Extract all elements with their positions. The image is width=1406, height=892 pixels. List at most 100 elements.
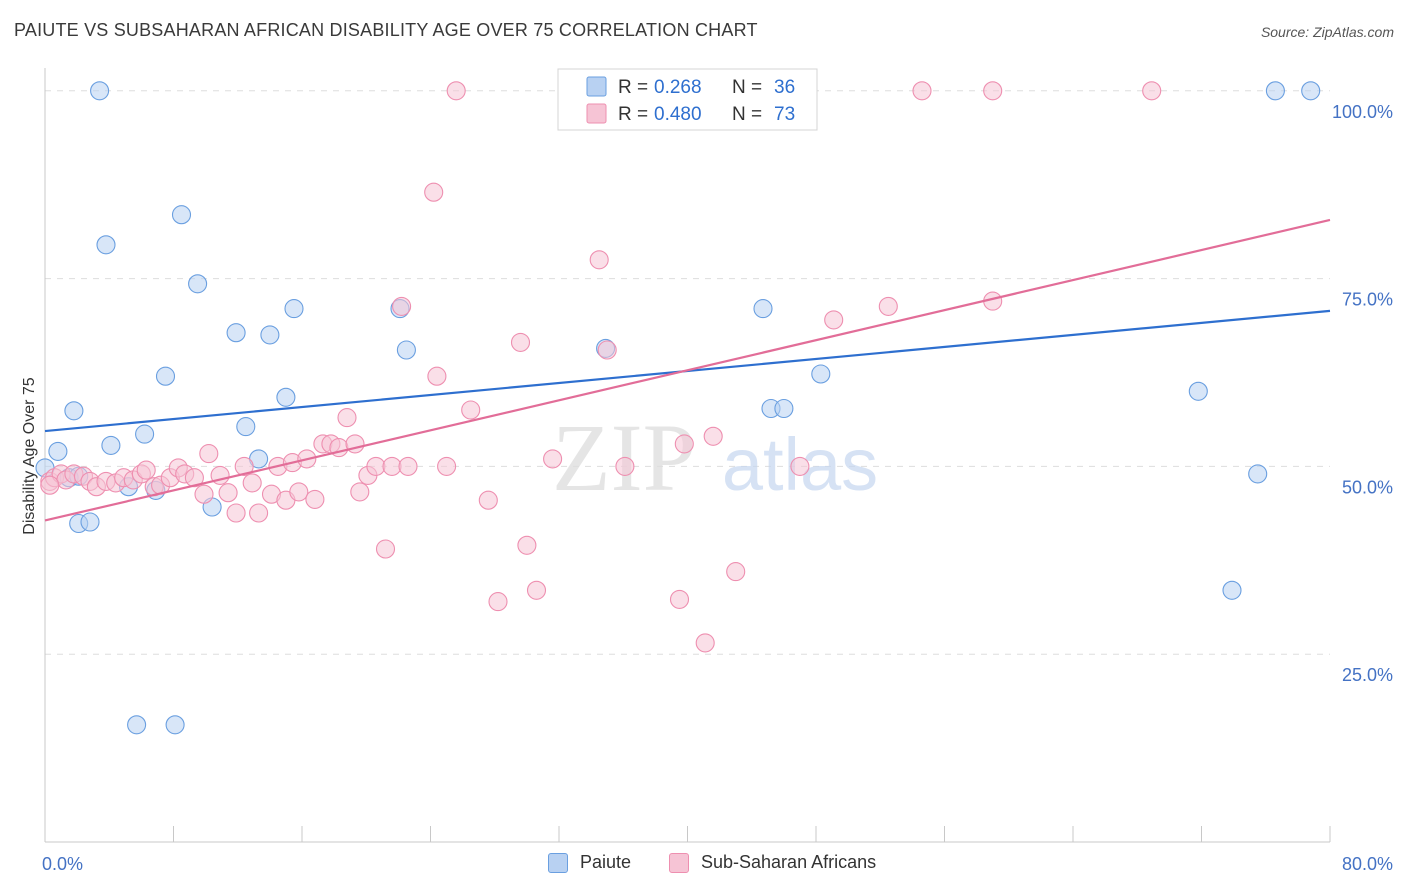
- stats-n-value-sub-saharan-africans: 73: [774, 104, 795, 125]
- point-paiute-0: [90, 81, 110, 101]
- point-sub-saharan-africans-45: [392, 296, 412, 316]
- point-paiute-2: [96, 235, 116, 255]
- point-sub-saharan-africans-59: [615, 456, 635, 476]
- point-paiute-35: [1265, 81, 1285, 101]
- point-sub-saharan-africans-48: [437, 456, 457, 476]
- point-sub-saharan-africans-26: [242, 473, 262, 493]
- x-tick-label-min: 0.0%: [42, 854, 83, 874]
- point-paiute-28: [753, 299, 773, 319]
- stats-n-label-paiute: N =: [732, 77, 767, 98]
- y-axis-label: Disability Age Over 75: [21, 377, 38, 535]
- stats-legend: R = 0.268 N = 36 R = 0.480 N = 73: [557, 68, 818, 131]
- stats-r-value-paiute: 0.268: [654, 77, 702, 98]
- y-tick-label-3: 100.0%: [1332, 102, 1393, 122]
- point-sub-saharan-africans-73: [40, 475, 60, 495]
- chart-title: PAIUTE VS SUBSAHARAN AFRICAN DISABILITY …: [14, 20, 758, 40]
- point-sub-saharan-africans-19: [184, 468, 204, 488]
- point-sub-saharan-africans-62: [695, 633, 715, 653]
- point-sub-saharan-africans-66: [824, 310, 844, 330]
- point-paiute-31: [811, 364, 831, 384]
- point-sub-saharan-africans-49: [446, 81, 466, 101]
- chart-source: Source: ZipAtlas.com: [1260, 24, 1394, 40]
- point-paiute-13: [101, 435, 121, 455]
- point-sub-saharan-africans-13: [136, 460, 156, 480]
- point-sub-saharan-africans-68: [912, 81, 932, 101]
- point-paiute-12: [135, 424, 155, 444]
- point-paiute-24: [80, 512, 100, 532]
- trend-line-sub-saharan-africans: [44, 218, 1331, 522]
- point-paiute-36: [1301, 81, 1321, 101]
- point-sub-saharan-africans-60: [669, 589, 690, 609]
- legend-label-paiute: Paiute: [580, 852, 632, 872]
- point-paiute-9: [155, 366, 176, 386]
- point-sub-saharan-africans-50: [461, 400, 481, 420]
- y-tick-label-1: 50.0%: [1342, 477, 1393, 497]
- point-paiute-33: [1248, 464, 1268, 484]
- point-paiute-16: [276, 387, 296, 407]
- point-sub-saharan-africans-71: [1142, 81, 1162, 101]
- point-paiute-25: [127, 715, 147, 735]
- point-paiute-26: [165, 715, 185, 735]
- point-sub-saharan-africans-55: [526, 580, 547, 600]
- point-sub-saharan-africans-58: [597, 340, 617, 360]
- point-sub-saharan-africans-44: [382, 456, 402, 476]
- point-paiute-1: [171, 205, 192, 225]
- y-tick-label-2: 75.0%: [1342, 290, 1393, 310]
- point-paiute-32: [1188, 381, 1208, 401]
- trend-lines: [44, 218, 1331, 522]
- point-sub-saharan-africans-67: [878, 296, 898, 316]
- stats-swatch-sub-saharan-africans: [586, 103, 607, 124]
- series-legend: Paiute Sub-Saharan Africans: [0, 852, 1406, 876]
- stats-r-label-paiute: R =: [618, 77, 653, 98]
- point-sub-saharan-africans-42: [366, 456, 386, 476]
- point-paiute-4: [226, 323, 246, 343]
- point-sub-saharan-africans-56: [543, 449, 563, 469]
- point-paiute-10: [64, 401, 84, 421]
- stats-n-value-paiute: 36: [774, 77, 795, 98]
- stats-row-sub-saharan-africans: R = 0.480 N = 73: [618, 104, 795, 125]
- point-sub-saharan-africans-40: [350, 482, 370, 502]
- axes: 0.0% 80.0%: [42, 68, 1393, 874]
- point-sub-saharan-africans-54: [517, 535, 537, 555]
- point-sub-saharan-africans-47: [427, 366, 447, 386]
- point-sub-saharan-africans-32: [289, 482, 309, 502]
- point-sub-saharan-africans-21: [199, 444, 219, 464]
- gridlines: 25.0% 50.0% 75.0% 100.0%: [45, 90, 1393, 685]
- point-sub-saharan-africans-23: [218, 483, 238, 503]
- data-points: [35, 81, 1321, 735]
- stats-r-value-sub-saharan-africans: 0.480: [654, 104, 702, 125]
- legend-swatch-paiute: [548, 852, 568, 873]
- x-tick-label-max: 80.0%: [1342, 854, 1393, 874]
- y-tick-label-0: 25.0%: [1342, 665, 1393, 685]
- legend-item-sub-saharan-africans: Sub-Saharan Africans: [669, 852, 876, 873]
- point-sub-saharan-africans-65: [790, 456, 810, 476]
- point-sub-saharan-africans-43: [375, 539, 396, 559]
- point-sub-saharan-africans-27: [249, 503, 269, 523]
- point-sub-saharan-africans-64: [726, 562, 746, 582]
- point-paiute-34: [1222, 580, 1242, 600]
- legend-item-paiute: Paiute: [548, 852, 631, 873]
- point-paiute-11: [236, 417, 256, 437]
- point-sub-saharan-africans-57: [589, 250, 609, 270]
- point-paiute-5: [260, 325, 280, 345]
- point-sub-saharan-africans-38: [337, 408, 357, 428]
- point-sub-saharan-africans-24: [226, 503, 246, 523]
- point-paiute-6: [284, 299, 304, 319]
- point-sub-saharan-africans-69: [983, 81, 1003, 101]
- point-paiute-14: [48, 441, 68, 461]
- point-sub-saharan-africans-46: [398, 456, 418, 476]
- point-sub-saharan-africans-53: [510, 332, 531, 352]
- point-sub-saharan-africans-72: [424, 182, 444, 202]
- legend-label-sub-saharan-africans: Sub-Saharan Africans: [701, 852, 877, 872]
- point-sub-saharan-africans-51: [478, 490, 498, 510]
- point-paiute-30: [774, 398, 794, 419]
- stats-n-label-sub-saharan-africans: N =: [732, 104, 767, 125]
- point-sub-saharan-africans-25: [234, 456, 254, 476]
- point-sub-saharan-africans-34: [305, 489, 325, 509]
- point-paiute-8: [396, 340, 416, 360]
- watermark: ZIP atlas: [552, 404, 878, 511]
- point-paiute-3: [188, 274, 208, 294]
- stats-r-label-sub-saharan-africans: R =: [618, 104, 653, 125]
- stats-row-paiute: R = 0.268 N = 36: [618, 77, 795, 98]
